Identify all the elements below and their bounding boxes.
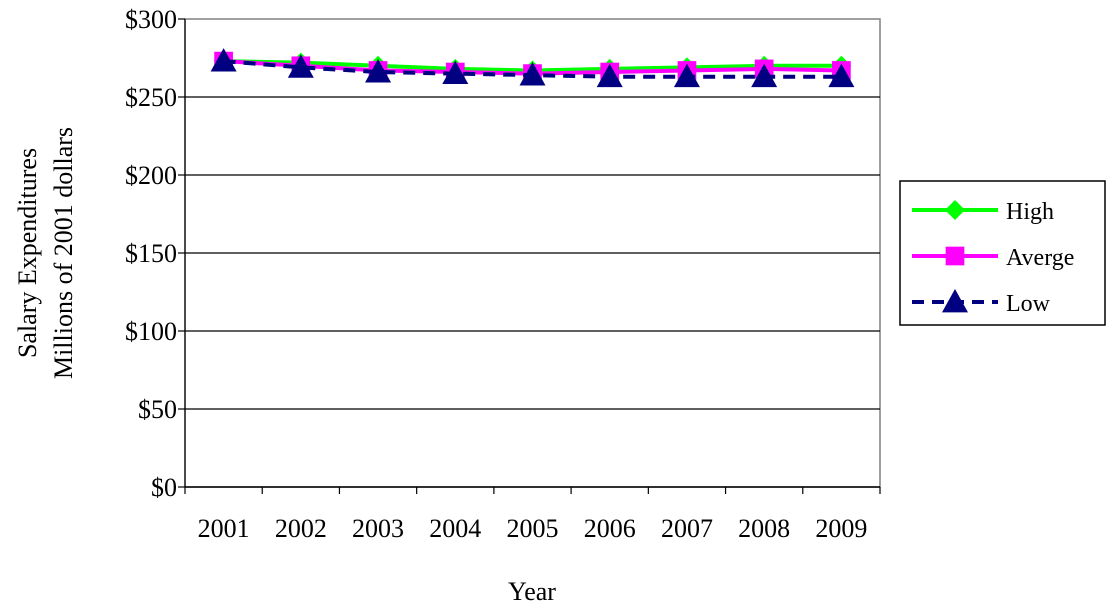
legend-marker-low [942,289,968,313]
x-tick-label: 2001 [198,514,250,543]
x-tick-label: 2002 [275,514,327,543]
x-tick-label: 2008 [738,514,790,543]
legend-label-low: Low [1006,291,1051,317]
x-axis: 2001 2002 2003 2004 2005 2006 2007 2008 2009 [184,19,881,543]
y-axis-title-line-2: Millions of 2001 dollars [49,127,78,379]
x-tick-label: 2004 [429,514,481,543]
y-tick-label: $300 [125,5,177,34]
x-tick-label: 2009 [815,514,867,543]
y-axis-title-line-1: Salary Expenditures [13,148,42,358]
y-tick-label: $100 [125,317,177,346]
gridlines [185,96,880,410]
y-tick-label: $150 [125,239,177,268]
legend-label-averge: Averge [1006,245,1074,271]
data-point-low [673,63,700,88]
x-tick-label: 2005 [507,514,559,543]
data-point-low [442,60,469,84]
y-axis: $0 $50 $100 $150 $200 $250 $300 [125,5,185,502]
y-tick-label: $50 [138,395,177,424]
legend-item-averge: Averge [912,245,1074,271]
data-point-low [287,54,314,78]
data-point-low [828,63,855,88]
data-point-low [210,48,237,72]
legend-item-high: High [912,199,1054,225]
x-tick-label: 2007 [661,514,713,543]
y-tick-label: $250 [125,83,177,112]
data-point-low [365,59,392,83]
legend-marker-averge [945,246,965,266]
x-axis-title: Year [508,577,556,606]
data-point-low [519,62,546,86]
legend-item-low: Low [912,289,1051,317]
data-point-low [751,63,778,88]
plot-area: $0$50$100$150$200$250$300 2001 2002 2003 20… [125,5,881,543]
x-tick-label: 2006 [584,514,636,543]
data-point-low [596,63,623,88]
x-tick-label: 2003 [352,514,404,543]
series-low [210,48,855,88]
legend-marker-high [945,200,965,220]
y-tick-label: $200 [125,161,177,190]
legend-label-high: High [1006,199,1054,225]
legend: High Averge Low [899,180,1106,326]
y-tick-label: $0 [151,473,177,502]
series-layer [210,48,855,88]
